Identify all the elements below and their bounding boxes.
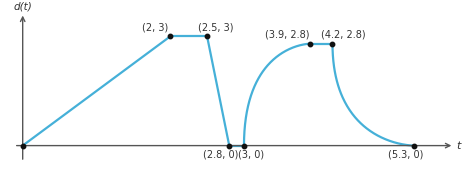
Text: t: t [456, 141, 461, 151]
Text: (5.3, 0): (5.3, 0) [388, 149, 423, 159]
Text: (2.5, 3): (2.5, 3) [198, 22, 234, 32]
Text: (2, 3): (2, 3) [142, 22, 169, 32]
Text: (2.8, 0): (2.8, 0) [203, 149, 239, 159]
Text: (3.9, 2.8): (3.9, 2.8) [265, 29, 309, 39]
Text: (4.2, 2.8): (4.2, 2.8) [321, 29, 366, 39]
Text: (3, 0): (3, 0) [238, 149, 264, 159]
Text: d(t): d(t) [13, 2, 32, 12]
